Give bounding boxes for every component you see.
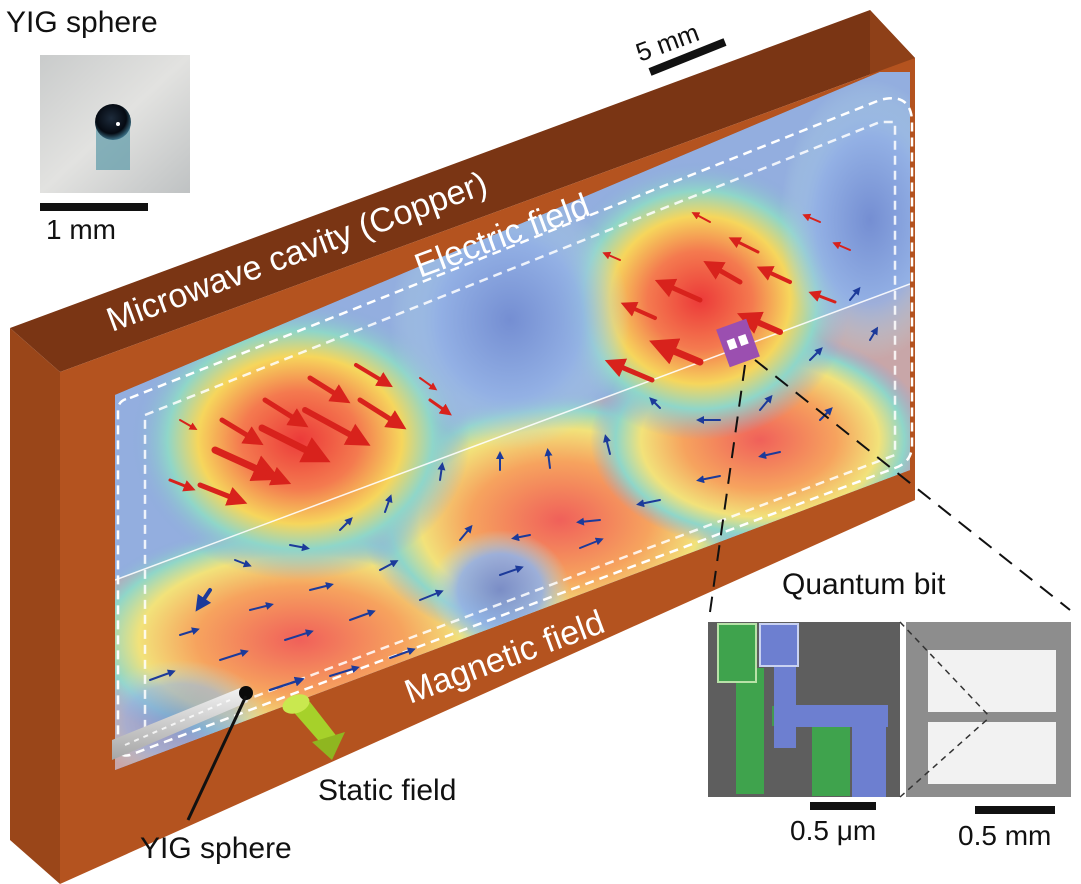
cavity-top-face [10, 10, 915, 372]
magnetic-field-arrows [149, 286, 879, 692]
yig-sphere-leader [186, 695, 248, 821]
yig-sphere-dot [239, 686, 253, 700]
qubit-chip-marker [716, 318, 760, 368]
yig-sphere-label: YIG sphere [140, 832, 292, 865]
scale-label-sem: 0.5 μm [790, 815, 877, 846]
zoom-leader-lines [709, 359, 1071, 613]
scale-label-inset: 1 mm [46, 214, 116, 245]
dashed-outlines [116, 97, 914, 757]
scale-label-cavity: 5 mm [632, 17, 703, 68]
electric-field-arrows [168, 212, 851, 506]
sem-micrograph [708, 622, 900, 797]
quantum-bit-label: Quantum bit [782, 568, 946, 601]
scale-bar-cavity [648, 38, 727, 76]
static-field-label: Static field [318, 774, 457, 807]
yig-inset-title: YIG sphere [6, 6, 158, 39]
scale-label-qubit: 0.5 mm [958, 820, 1052, 851]
static-field-arrow [282, 694, 345, 760]
cavity-left-face [10, 328, 60, 884]
qubit-pad-image [899, 621, 1071, 798]
yig-sphere-photo [40, 55, 190, 193]
yig-rod [112, 688, 248, 760]
